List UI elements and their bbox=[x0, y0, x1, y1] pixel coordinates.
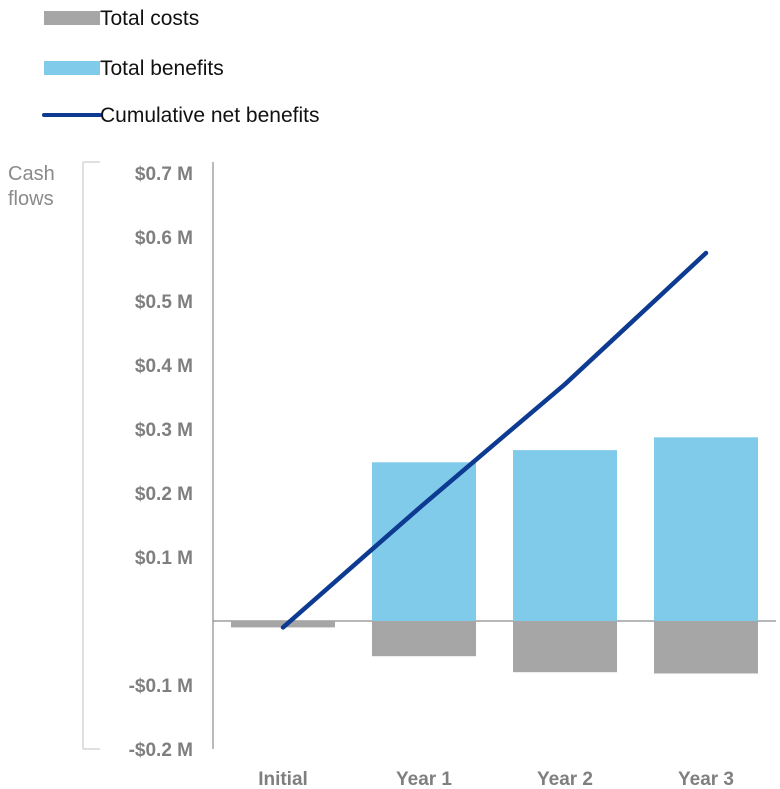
y-axis-bracket bbox=[82, 161, 100, 750]
legend-swatch-total-benefits bbox=[44, 61, 100, 75]
legend-swatch-total-costs bbox=[44, 11, 100, 25]
cumulative-net-benefits-line bbox=[280, 250, 709, 630]
y-tick-label: $0.2 M bbox=[135, 484, 193, 505]
y-tick-label: -$0.1 M bbox=[129, 676, 193, 697]
x-tick-label: Year 2 bbox=[537, 769, 593, 789]
cost-bar bbox=[372, 621, 476, 657]
legend-label-total-benefits: Total benefits bbox=[100, 57, 224, 80]
y-tick-label: $0.1 M bbox=[135, 548, 193, 569]
y-tick-label: $0.6 M bbox=[135, 228, 193, 249]
x-tick-label: Year 3 bbox=[678, 769, 734, 789]
bars bbox=[231, 437, 758, 674]
cumulative-line bbox=[280, 250, 709, 630]
y-tick-label: $0.4 M bbox=[135, 356, 193, 377]
cost-bar bbox=[231, 621, 335, 628]
y-axis-label: Cash flows bbox=[8, 163, 55, 210]
y-tick-label: $0.7 M bbox=[135, 164, 193, 185]
x-axis-ticks: Initial Year 1 Year 2 Year 3 bbox=[258, 769, 734, 789]
y-tick-label: $0.3 M bbox=[135, 420, 193, 441]
y-tick-label: $0.5 M bbox=[135, 292, 193, 313]
legend: Total costs Total benefits Cumulative net … bbox=[42, 7, 319, 127]
y-axis-label-line: Cash bbox=[8, 163, 55, 185]
cost-bar bbox=[513, 621, 617, 673]
legend-label-cumulative-net-benefits: Cumulative net benefits bbox=[100, 104, 319, 127]
y-axis-ticks: $0.7 M $0.6 M $0.5 M $0.4 M $0.3 M $0.2 M $0.1… bbox=[129, 164, 193, 761]
x-tick-label: Initial bbox=[258, 769, 308, 789]
benefit-bar bbox=[654, 437, 758, 621]
benefit-bar bbox=[372, 462, 476, 621]
y-axis-label-line: flows bbox=[8, 188, 54, 210]
legend-label-total-costs: Total costs bbox=[100, 7, 199, 30]
cost-bar bbox=[654, 621, 758, 674]
y-tick-label: -$0.2 M bbox=[129, 740, 193, 761]
benefit-bar bbox=[513, 450, 617, 621]
x-tick-label: Year 1 bbox=[396, 769, 452, 789]
